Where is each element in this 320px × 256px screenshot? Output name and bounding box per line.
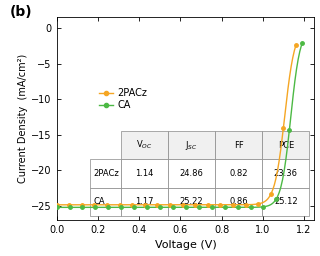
Legend: 2PACz, CA: 2PACz, CA bbox=[95, 84, 151, 114]
Y-axis label: Current Density  (mA/cm²): Current Density (mA/cm²) bbox=[18, 54, 28, 183]
X-axis label: Voltage (V): Voltage (V) bbox=[155, 240, 216, 250]
Text: (b): (b) bbox=[10, 5, 33, 19]
